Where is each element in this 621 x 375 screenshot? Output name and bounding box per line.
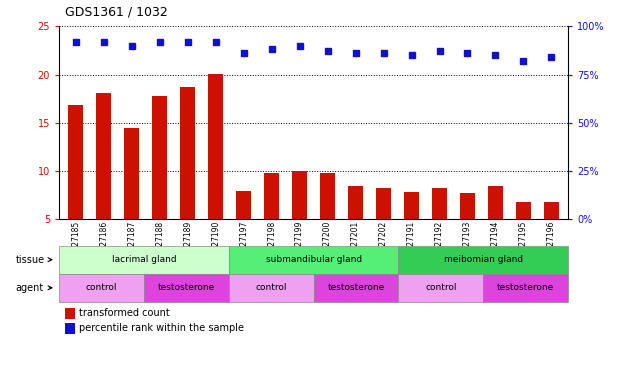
- Bar: [404, 192, 419, 219]
- Text: testosterone: testosterone: [327, 284, 384, 292]
- Bar: [59, 274, 144, 302]
- Bar: [348, 186, 363, 219]
- Bar: [68, 105, 83, 219]
- Bar: [487, 186, 503, 219]
- Text: tissue: tissue: [16, 255, 52, 265]
- Text: percentile rank within the sample: percentile rank within the sample: [79, 323, 245, 333]
- Text: testosterone: testosterone: [497, 284, 555, 292]
- Bar: [152, 96, 168, 219]
- Bar: [264, 173, 279, 219]
- Bar: [292, 171, 307, 219]
- Bar: [399, 246, 568, 274]
- Bar: [236, 191, 252, 219]
- Bar: [65, 322, 75, 334]
- Bar: [180, 87, 196, 219]
- Bar: [376, 188, 391, 219]
- Bar: [144, 274, 229, 302]
- Text: submandibular gland: submandibular gland: [266, 255, 361, 264]
- Bar: [460, 193, 475, 219]
- Bar: [229, 246, 399, 274]
- Bar: [124, 128, 140, 219]
- Text: lacrimal gland: lacrimal gland: [112, 255, 176, 264]
- Bar: [320, 173, 335, 219]
- Text: GDS1361 / 1032: GDS1361 / 1032: [65, 6, 168, 19]
- Text: transformed count: transformed count: [79, 308, 170, 318]
- Text: agent: agent: [16, 283, 52, 293]
- Bar: [432, 189, 447, 219]
- Bar: [229, 274, 314, 302]
- Text: testosterone: testosterone: [158, 284, 215, 292]
- Bar: [208, 74, 224, 219]
- Bar: [314, 274, 399, 302]
- Bar: [59, 246, 229, 274]
- Bar: [96, 93, 111, 219]
- Bar: [483, 274, 568, 302]
- Bar: [399, 274, 483, 302]
- Bar: [65, 308, 75, 319]
- Bar: [544, 202, 559, 219]
- Text: meibomian gland: meibomian gland: [444, 255, 523, 264]
- Text: control: control: [255, 284, 287, 292]
- Text: control: control: [425, 284, 456, 292]
- Bar: [516, 202, 531, 219]
- Text: control: control: [86, 284, 117, 292]
